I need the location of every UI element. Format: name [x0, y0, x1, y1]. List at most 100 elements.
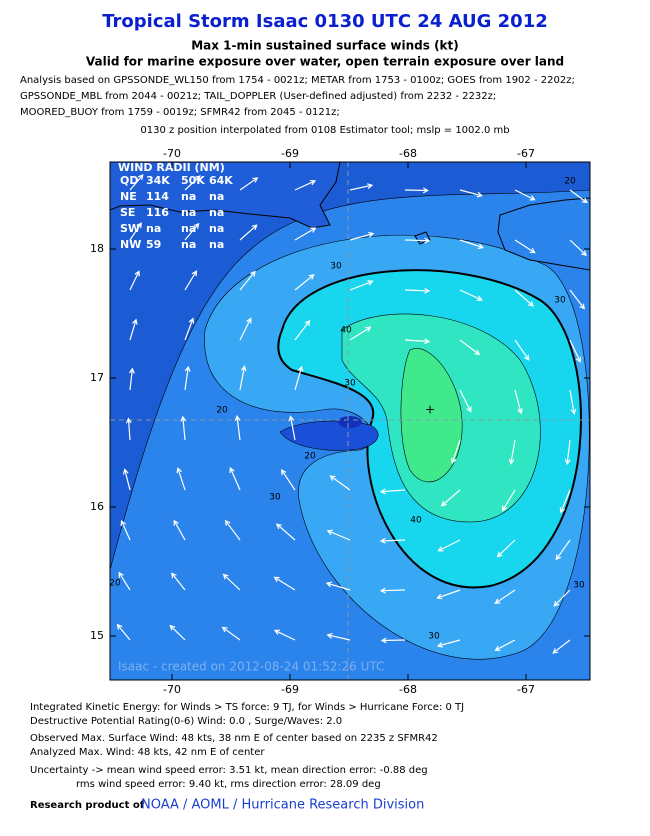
- contour-45: [400, 348, 463, 483]
- wind-arrow: [129, 318, 138, 341]
- wind-arrow: [496, 539, 516, 558]
- wind-arrow: [436, 639, 461, 648]
- wind-arrow: [459, 189, 483, 198]
- wind-arrow: [555, 539, 571, 561]
- title: Tropical Storm Isaac 0130 UTC 24 AUG 201…: [102, 11, 548, 32]
- wind-arrow: [120, 519, 131, 541]
- contour-label: 20: [216, 406, 228, 416]
- wind-radii-title: WIND RADII (NM): [118, 161, 225, 174]
- wind-arrow: [129, 367, 135, 391]
- lon-tick-label: -68: [399, 147, 417, 160]
- wind-arrow: [379, 488, 406, 495]
- wind-arrow: [184, 175, 201, 191]
- wind-arrow: [184, 222, 200, 241]
- wind-arrow: [129, 174, 144, 191]
- wind-arrow: [459, 289, 483, 301]
- wind-radii-cell: SE: [120, 206, 135, 219]
- wind-arrow: [514, 339, 530, 361]
- contour-label: 30: [554, 296, 566, 306]
- wind-radii-cell: na: [209, 238, 224, 251]
- wind-arrow: [125, 417, 132, 441]
- wind-arrow: [116, 623, 131, 641]
- land-hispaniola: [110, 162, 341, 229]
- wind-arrow: [437, 539, 461, 552]
- wind-arrow: [569, 339, 582, 363]
- wind-arrow: [169, 624, 186, 641]
- wind-radii-header: 50K: [181, 174, 205, 187]
- wind-radii-cell: na: [181, 190, 196, 203]
- wind-arrow: [294, 227, 317, 241]
- wind-arrow: [280, 468, 296, 491]
- wind-arrow: [329, 475, 351, 491]
- wind-arrow: [122, 468, 131, 491]
- wind-arrow: [173, 519, 186, 541]
- wind-arrow: [129, 222, 142, 241]
- wind-arrow: [273, 576, 296, 591]
- lon-tick-label: -70: [163, 147, 181, 160]
- wind-arrow: [349, 326, 372, 341]
- contour-label: 30: [344, 379, 356, 389]
- wind-arrow: [294, 274, 315, 291]
- contour-label: 30: [428, 632, 440, 642]
- contour-label: 40: [410, 516, 422, 526]
- lon-tick-label: -69: [281, 147, 299, 160]
- wind-arrow: [349, 280, 374, 291]
- low-wind-core: [338, 416, 362, 428]
- wind-arrow: [494, 639, 516, 651]
- wind-arrow: [221, 626, 241, 641]
- wind-arrow: [239, 177, 259, 191]
- footer-line: Destructive Potential Rating(0-6) Wind: …: [30, 716, 342, 727]
- wind-radii-cell: na: [146, 222, 161, 235]
- wind-arrow: [180, 415, 187, 441]
- wind-arrow: [404, 187, 429, 194]
- wind-arrow: [459, 389, 472, 413]
- wind-arrow: [508, 439, 516, 465]
- wind-arrow: [129, 270, 140, 291]
- wind-radii-cell: na: [209, 222, 224, 235]
- wind-arrow: [404, 237, 431, 244]
- lat-tick-label: 16: [90, 500, 104, 513]
- footer-line: Analyzed Max. Wind: 48 kts, 42 nm E of c…: [30, 747, 265, 758]
- lat-tick-label: 15: [90, 629, 104, 642]
- position-note: 0130 z position interpolated from 0108 E…: [140, 125, 509, 136]
- wind-arrow: [349, 183, 374, 191]
- wind-arrow: [404, 338, 431, 345]
- wind-arrow: [552, 639, 571, 654]
- wind-arrow: [288, 415, 296, 441]
- contour-label: 20: [109, 579, 121, 589]
- wind-arrow: [349, 231, 375, 241]
- org: NOAA / AOML / Hurricane Research Divisio…: [141, 798, 424, 813]
- wind-arrow: [459, 339, 481, 356]
- wind-arrow: [224, 519, 241, 541]
- wind-arrow: [553, 589, 571, 607]
- wind-radii-cell: na: [209, 206, 224, 219]
- wind-radii-cell: SW: [120, 222, 140, 235]
- wind-arrow: [222, 573, 241, 591]
- wind-radii-cell: 59: [146, 238, 161, 251]
- wind-arrow: [294, 319, 311, 341]
- wind-arrow: [379, 537, 406, 544]
- wind-radii-cell: na: [209, 190, 224, 203]
- low-wind: [279, 420, 379, 451]
- contour-label: 20: [564, 177, 576, 187]
- center-marker: +: [425, 403, 435, 417]
- wind-arrow: [325, 581, 351, 591]
- wind-arrow: [229, 466, 241, 491]
- wind-radii-cell: 116: [146, 206, 169, 219]
- wind-arrow: [380, 637, 406, 644]
- wind-arrow: [239, 224, 258, 241]
- wind-arrow: [564, 439, 571, 466]
- analysis-line: MOORED_BUOY from 1759 - 0019z; SFMR42 fr…: [20, 107, 340, 118]
- map-frame: [109, 161, 591, 681]
- wind-arrow: [273, 629, 296, 641]
- wind-arrow: [234, 414, 241, 441]
- wind-arrow: [459, 239, 484, 250]
- wind-radii-header: 64K: [209, 174, 233, 187]
- wind-arrow: [176, 467, 186, 491]
- wind-arrow: [450, 439, 461, 464]
- wind-arrow: [514, 189, 536, 201]
- footer-line: rms wind speed error: 9.40 kt, rms direc…: [76, 779, 381, 790]
- lon-tick-label: -70: [163, 683, 181, 696]
- analysis-line: GPSSONDE_MBL from 2044 - 0021z; TAIL_DOP…: [20, 91, 496, 102]
